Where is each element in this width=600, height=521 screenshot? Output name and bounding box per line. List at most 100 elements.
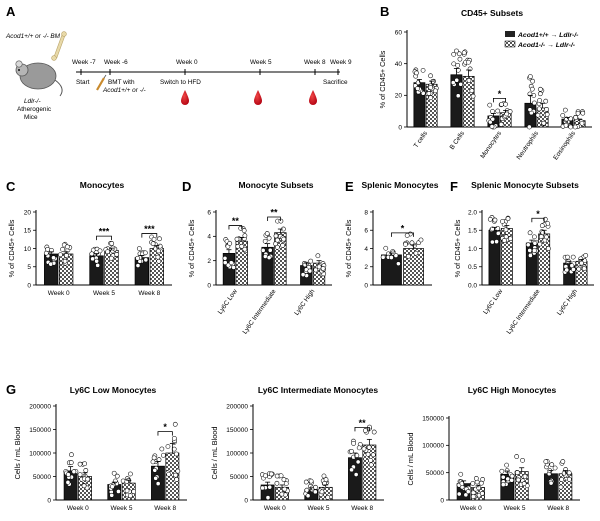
data-point xyxy=(313,267,319,273)
chart-d: D Monocyte Subsets 0 2 4 6 % of CD45+ Cells Ly6… xyxy=(182,179,332,335)
data-point xyxy=(515,477,521,483)
legend-swatch-ko xyxy=(504,40,516,48)
data-point xyxy=(405,253,411,259)
data-point xyxy=(569,263,575,269)
y-tick-label: 0 xyxy=(398,124,402,131)
significance-bracket xyxy=(228,225,243,230)
data-point xyxy=(150,459,156,465)
data-point xyxy=(426,91,432,96)
data-point xyxy=(537,91,543,97)
data-point xyxy=(545,246,551,251)
data-point xyxy=(455,62,461,68)
data-point xyxy=(498,121,504,127)
data-point xyxy=(175,468,181,474)
data-point xyxy=(304,487,310,493)
category-label: Week 5 xyxy=(308,505,330,512)
data-point xyxy=(71,469,77,475)
data-point xyxy=(77,472,83,477)
data-point xyxy=(263,473,268,479)
chart-g3: Ly6C High Monocytes 0 50000 100000 150000 Cel… xyxy=(406,385,580,512)
y-tick-label: 200000 xyxy=(226,403,248,410)
data-point xyxy=(559,477,564,482)
data-point xyxy=(65,479,71,485)
data-point xyxy=(150,241,156,247)
data-point xyxy=(94,258,100,264)
data-point xyxy=(321,473,327,479)
significance-bracket xyxy=(96,235,112,241)
y-tick-label: 8 xyxy=(364,209,368,216)
significance-bracket xyxy=(391,232,414,237)
chart-b: B CD45+ Subsets 0 20 40 60 % of CD45+ Cells T c… xyxy=(378,4,592,161)
data-point xyxy=(487,216,493,222)
data-point xyxy=(566,470,572,476)
week-label-3: Week 0 xyxy=(176,59,198,66)
y-tick-label: 150000 xyxy=(226,427,248,434)
y-axis-label: % of CD45+ Cells xyxy=(344,219,353,277)
y-tick-label: 2 xyxy=(364,264,368,271)
bar-wt xyxy=(544,473,558,501)
data-point xyxy=(451,61,457,67)
y-tick-label: 1.5 xyxy=(468,228,477,235)
data-point xyxy=(413,250,419,256)
y-tick-label: 100000 xyxy=(422,443,444,450)
data-point xyxy=(227,241,233,246)
data-point xyxy=(365,451,371,457)
data-point xyxy=(549,462,555,468)
data-point xyxy=(465,489,471,494)
significance-label: * xyxy=(536,209,540,219)
data-point xyxy=(260,485,265,491)
data-point xyxy=(514,454,520,459)
data-point xyxy=(308,258,314,264)
data-point xyxy=(573,115,579,120)
category-label: Week 8 xyxy=(351,505,373,512)
y-tick-label: 60 xyxy=(395,29,403,36)
data-point xyxy=(266,255,272,260)
data-point xyxy=(428,85,434,90)
data-point xyxy=(64,244,70,250)
event-hfd: Switch to HFD xyxy=(160,79,201,86)
data-point xyxy=(300,272,306,278)
data-point xyxy=(142,250,148,256)
y-axis-label: Cells / mL Blood xyxy=(210,427,219,480)
y-tick-label: 20 xyxy=(24,209,32,216)
data-point xyxy=(355,459,361,465)
data-point xyxy=(494,239,499,245)
data-point xyxy=(62,258,68,264)
data-point xyxy=(356,445,362,451)
category-label: Week 0 xyxy=(48,290,70,297)
data-point xyxy=(580,110,586,116)
category-label: Neutrophils xyxy=(516,130,541,162)
data-point xyxy=(281,236,287,242)
data-point xyxy=(389,255,394,260)
syringe-icon xyxy=(96,74,107,91)
data-point xyxy=(451,51,457,57)
data-point xyxy=(570,254,576,260)
data-point xyxy=(487,102,493,108)
data-point xyxy=(275,244,280,250)
data-point xyxy=(242,233,248,239)
significance-bracket xyxy=(531,217,545,223)
data-point xyxy=(458,471,464,477)
y-tick-label: 40 xyxy=(395,61,403,68)
data-point xyxy=(509,477,515,483)
data-point xyxy=(532,240,538,246)
data-point xyxy=(136,246,142,251)
legend: Acod1+/+ → Ldlr-/- Acod1-/- → Ldlr-/- xyxy=(504,31,579,49)
data-point xyxy=(433,88,438,94)
significance-label: ** xyxy=(270,208,278,218)
data-point xyxy=(173,472,178,478)
data-point xyxy=(473,476,479,481)
data-point xyxy=(315,253,321,259)
data-point xyxy=(109,241,115,246)
y-tick-label: 4 xyxy=(364,246,368,253)
data-point xyxy=(114,473,120,479)
data-point xyxy=(83,468,89,473)
data-point xyxy=(544,112,550,117)
data-point xyxy=(470,481,476,486)
week-label-2: Week -6 xyxy=(104,59,128,66)
data-point xyxy=(575,110,581,116)
significance-label: * xyxy=(498,89,502,99)
data-point xyxy=(278,218,284,224)
data-point xyxy=(128,471,133,477)
data-point xyxy=(370,452,376,458)
